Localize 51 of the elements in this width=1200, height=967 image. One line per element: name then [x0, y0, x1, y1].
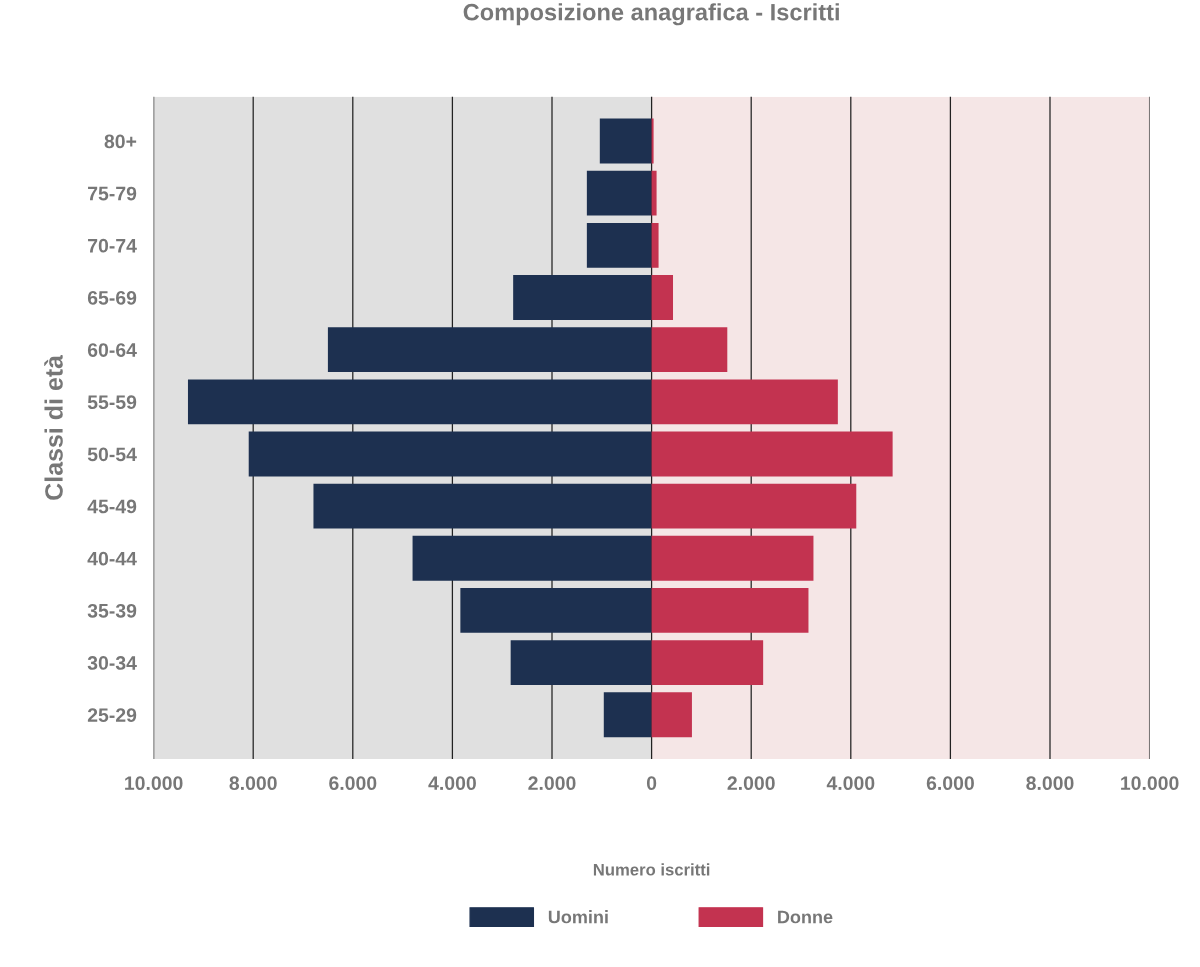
x-tick-label: 6.000 [329, 776, 377, 791]
y-tick-label: 60-64 [87, 343, 137, 357]
legend-label: Uomini [548, 910, 608, 924]
x-tick-label: 8.000 [229, 776, 277, 791]
chart-title: Composizione anagrafica - Iscritti [463, 3, 839, 26]
y-tick-label: 55-59 [87, 395, 137, 410]
x-tick-label: 4.000 [826, 776, 875, 791]
bar [651, 327, 728, 373]
y-tick-label: 30-34 [87, 656, 137, 670]
bar [187, 379, 652, 425]
y-tick-label: 40-44 [87, 551, 137, 566]
x-tick-label: 0 [646, 776, 657, 791]
bar [651, 483, 857, 529]
bar [313, 483, 652, 529]
bar [651, 275, 674, 320]
bar [651, 170, 657, 216]
x-tick-label: 2.000 [727, 776, 775, 791]
x-tick-label: 6.000 [926, 776, 974, 791]
bar [651, 535, 814, 581]
y-tick-label: 45-49 [87, 499, 137, 514]
y-tick-label: 70-74 [88, 238, 137, 253]
bar [651, 588, 809, 633]
bar [651, 640, 764, 686]
x-tick-label: 10.000 [1121, 776, 1179, 791]
bar [651, 222, 659, 268]
x-axis-title: Numero iscritti [593, 863, 710, 876]
x-tick-label: 4.000 [428, 776, 476, 791]
legend-label: Donne [778, 910, 833, 924]
bar [513, 275, 652, 320]
y-tick-label: 35-39 [87, 603, 137, 618]
bar [603, 692, 652, 738]
bar [586, 222, 652, 268]
bar [651, 692, 692, 738]
bar [327, 327, 652, 373]
bar [248, 431, 652, 477]
y-tick-label: 65-69 [87, 290, 137, 305]
y-axis-title: Classi di età [44, 354, 63, 500]
x-tick-label: 8.000 [1026, 776, 1074, 791]
bar [510, 640, 652, 686]
bar [651, 379, 838, 425]
bar [651, 431, 893, 477]
bar [586, 170, 652, 216]
bar [460, 588, 652, 633]
y-tick-label: 80+ [104, 134, 137, 149]
x-tick-label: 2.000 [528, 776, 576, 791]
x-tick-label: 10.000 [125, 776, 183, 791]
y-tick-label: 25-29 [87, 708, 137, 722]
bar [412, 535, 652, 581]
bar [599, 118, 652, 164]
y-tick-label: 50-54 [87, 447, 137, 462]
y-tick-label: 75-79 [88, 186, 137, 201]
